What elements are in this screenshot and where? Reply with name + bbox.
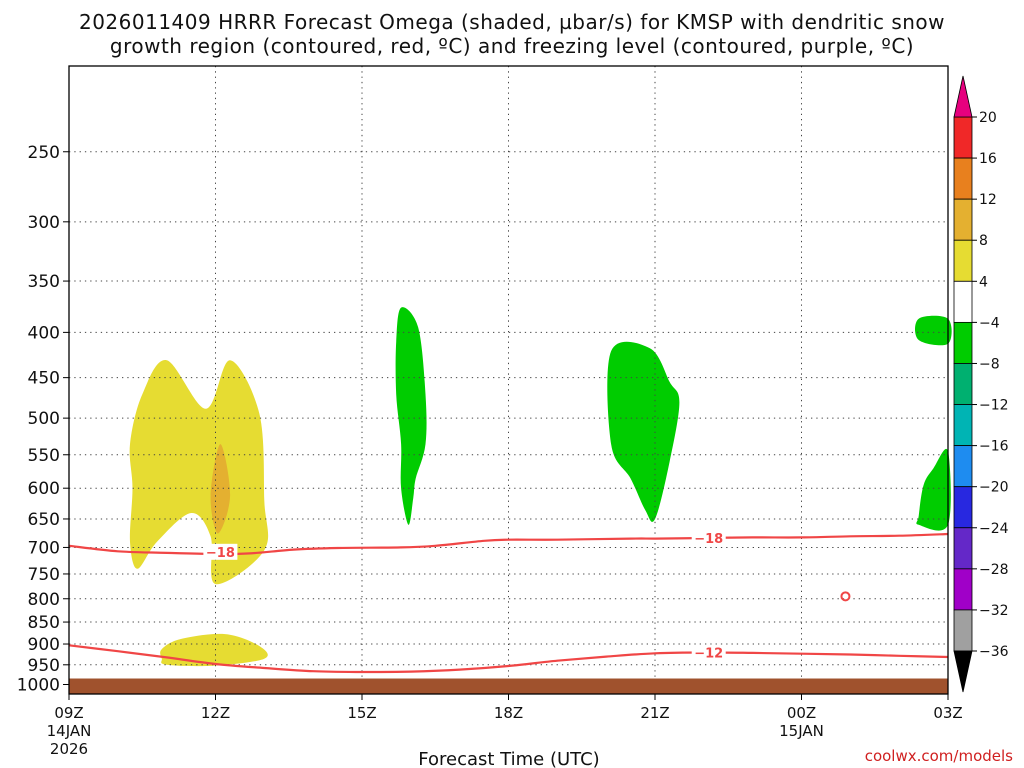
x-tick-label-12Z: 12Z (201, 704, 230, 722)
y-tick-label-450: 450 (28, 369, 60, 389)
colorbar-label-5: −4 (979, 315, 1000, 331)
omega-region-orange-core (210, 444, 231, 534)
omega-region-green-edge-lower (916, 448, 951, 531)
x-tick-date-09Z: 14JAN (47, 722, 92, 740)
colorbar: 20 16 12 8 4 −4 −8 −12 −16 −20 −24 −28 −32 −36 (953, 75, 1009, 693)
colorbar-label-12: −32 (979, 603, 1009, 619)
y-tick-label-750: 750 (28, 565, 60, 585)
x-tick-year-09Z: 2026 (50, 740, 88, 758)
grid-lines (68, 66, 949, 694)
y-tick-label-400: 400 (28, 323, 60, 343)
y-tick-label-1000: 1000 (17, 676, 60, 696)
y-tick-label-350: 350 (28, 272, 60, 292)
chart-title-line1: 2026011409 HRRR Forecast Omega (shaded, … (79, 10, 945, 34)
contour-label--12-0: −12 (694, 646, 723, 661)
y-tick-label-550: 550 (28, 446, 60, 466)
contour-label--18-1: −18 (694, 532, 723, 547)
colorbar-band-8-12 (953, 198, 973, 241)
ground-terrain (69, 678, 948, 694)
chart-title-line2: growth region (contoured, red, ºC) and f… (110, 34, 914, 58)
x-tick-label-21Z: 21Z (640, 704, 669, 722)
colorbar-band-16-20 (953, 116, 973, 159)
colorbar-band-12-16 (953, 157, 973, 200)
colorbar-band--4-4 (953, 280, 973, 323)
colorbar-label-13: −36 (979, 644, 1009, 660)
contour-small-ring (840, 591, 851, 602)
contour-label-bg (203, 543, 238, 560)
contour-lines: −18 −18 −12 (68, 529, 949, 674)
colorbar-label-3: 8 (979, 233, 988, 249)
ground-fill (69, 678, 948, 694)
colorbar-label-4: 4 (979, 274, 988, 290)
y-tick-label-900: 900 (28, 635, 60, 655)
colorbar-band--36--32 (953, 609, 973, 652)
colorbar-label-6: −8 (979, 356, 1000, 372)
colorbar-label-7: −12 (979, 398, 1009, 414)
contour-label--18-0: −18 (206, 546, 235, 561)
x-tick-label-03Z: 03Z (933, 704, 962, 722)
y-tick-label-300: 300 (28, 213, 60, 233)
contour-line--12 (68, 644, 949, 674)
omega-shaded-regions (129, 307, 952, 667)
y-tick-label-850: 850 (28, 613, 60, 633)
colorbar-band--24--20 (953, 486, 973, 529)
x-axis-label: Forecast Time (UTC) (418, 749, 599, 768)
colorbar-top-arrow (953, 75, 973, 118)
colorbar-band--32--28 (953, 568, 973, 611)
omega-region-yellow-low (160, 633, 268, 667)
colorbar-label-8: −16 (979, 439, 1009, 455)
colorbar-label-0: 20 (979, 110, 997, 126)
colorbar-band--20--16 (953, 445, 973, 488)
contour-label-bg (691, 529, 726, 546)
x-tick-label-15Z: 15Z (347, 704, 376, 722)
colorbar-label-11: −28 (979, 562, 1009, 578)
colorbar-band--16--12 (953, 404, 973, 447)
colorbar-label-9: −20 (979, 480, 1009, 496)
y-tick-label-250: 250 (28, 143, 60, 163)
omega-region-yellow-west (129, 360, 269, 585)
colorbar-label-2: 12 (979, 192, 997, 208)
colorbar-band--12--8 (953, 363, 973, 405)
y-tick-label-650: 650 (28, 510, 60, 530)
contour-label-bg (691, 644, 726, 661)
colorbar-label-1: 16 (979, 151, 997, 167)
y-tick-label-950: 950 (28, 656, 60, 676)
colorbar-label-10: −24 (979, 521, 1009, 537)
x-tick-label-18Z: 18Z (494, 704, 523, 722)
colorbar-band--8--4 (953, 321, 973, 364)
site-credit[interactable]: coolwx.com/models (865, 747, 1013, 765)
colorbar-bottom-arrow (953, 650, 973, 693)
x-tick-date-00Z: 15JAN (779, 722, 824, 740)
omega-region-green-edge-upper (915, 315, 952, 346)
colorbar-band-4-8 (953, 239, 973, 282)
y-tick-label-800: 800 (28, 590, 60, 610)
y-tick-label-700: 700 (28, 538, 60, 558)
y-tick-label-500: 500 (28, 409, 60, 429)
omega-region-green-21z (607, 341, 680, 522)
y-axis-ticks: 2503003504004505005506006507007508008509… (17, 143, 69, 696)
colorbar-band--28--24 (953, 527, 973, 570)
omega-region-green-16z (395, 307, 427, 525)
x-tick-label-00Z: 00Z (787, 704, 816, 722)
y-tick-label-600: 600 (28, 479, 60, 499)
x-tick-label-09Z: 09Z (54, 704, 83, 722)
